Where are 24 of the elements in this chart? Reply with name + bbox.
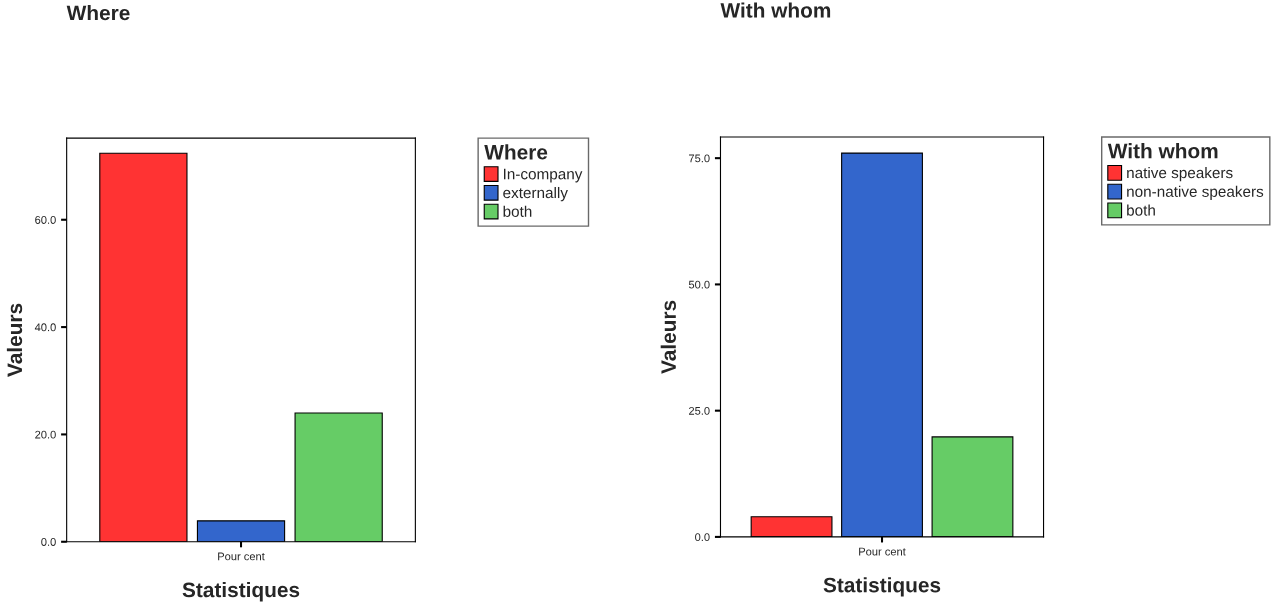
legend-label: externally [503, 186, 568, 202]
x-axis-title: Statistiques [823, 577, 941, 597]
y-tick-label: 40.0 [34, 323, 56, 332]
legend-label: non-native speakers [1127, 185, 1264, 200]
legend-title: With whom [1107, 143, 1218, 159]
legend-label: native speakers [1127, 167, 1233, 182]
y-tick-label: 0.0 [695, 533, 710, 542]
chart-title: Where [66, 5, 130, 21]
legend-title: Where [484, 144, 548, 160]
legend-label: both [1127, 204, 1155, 216]
x-axis-title: Statistiques [182, 581, 300, 602]
y-tick-label: 0.0 [41, 538, 56, 546]
legend-label: In-company [503, 168, 583, 183]
x-tick-label: Pour cent [859, 547, 906, 556]
legend-label: both [503, 205, 532, 217]
chart-title: With whom [720, 2, 831, 18]
y-tick-label: 60.0 [35, 216, 56, 224]
y-tick-label: 25.0 [689, 406, 710, 415]
y-axis-title: Valeurs [660, 300, 676, 374]
y-tick-label: 50.0 [688, 280, 710, 289]
y-tick-label: 20.0 [35, 430, 56, 439]
y-axis-title: Valeurs [6, 303, 23, 377]
x-tick-label: Pour cent [218, 552, 265, 561]
y-tick-label: 75.0 [689, 154, 710, 163]
